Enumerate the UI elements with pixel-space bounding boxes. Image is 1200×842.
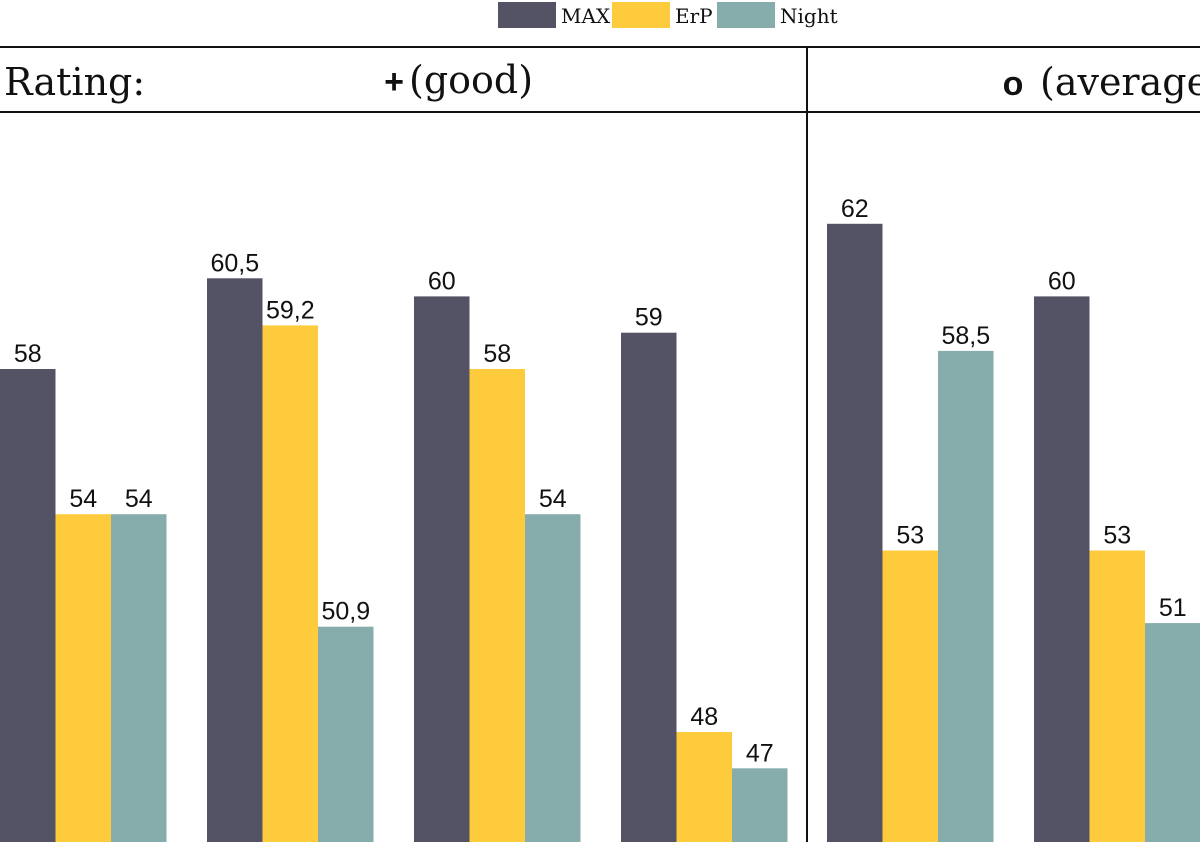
legend-label-erp: ErP (675, 4, 713, 28)
bar-group1-max (0, 369, 56, 842)
legend-swatch-night (717, 2, 775, 28)
bar-group3-night (525, 514, 581, 842)
rating-average-symbol: o (1003, 65, 1024, 103)
bar-group4-erp (676, 732, 732, 842)
value-label-group3-max: 60 (428, 267, 456, 295)
value-label-group5-max: 62 (841, 195, 869, 223)
legend-label-max: MAX (561, 4, 611, 28)
rating-header: Rating: + (good) o (average) (0, 46, 1200, 113)
rating-good-symbol: + (384, 63, 404, 101)
value-label-group6-max: 60 (1048, 267, 1076, 295)
rating-average-text: (average) (1040, 60, 1200, 104)
bar-group5-max (827, 223, 883, 842)
legend-label-night: Night (780, 4, 838, 28)
value-label-group2-erp: 59,2 (266, 296, 315, 324)
bar-group2-max (207, 278, 263, 842)
bar-group2-erp (262, 325, 318, 842)
rating-good-text: (good) (409, 58, 533, 102)
bar-group1-erp (55, 514, 111, 842)
value-label-group4-night: 47 (746, 739, 774, 767)
bar-group4-max (621, 332, 677, 842)
value-label-group5-night: 58,5 (941, 322, 990, 350)
value-label-group5-erp: 53 (896, 522, 924, 550)
value-label-group2-max: 60,5 (210, 249, 259, 277)
value-label-group3-erp: 58 (483, 340, 511, 368)
bar-group5-night (938, 350, 994, 842)
value-label-group6-night: 51 (1159, 594, 1187, 622)
bar-group4-night (732, 768, 788, 842)
bars-layer (0, 223, 1200, 842)
value-label-group1-night: 54 (125, 485, 153, 513)
value-labels-layer: 58 54 54 60,559,2 50,9 60 58 54 59 48 47 62 53 58,5 60… (14, 195, 1187, 767)
bar-group5-erp (882, 550, 938, 842)
rating-label: Rating: (4, 60, 145, 104)
bar-group2-night (318, 626, 374, 842)
value-label-group2-night: 50,9 (321, 598, 370, 626)
value-label-group1-max: 58 (14, 340, 42, 368)
value-label-group6-erp: 53 (1103, 522, 1131, 550)
value-label-group4-erp: 48 (690, 703, 718, 731)
value-label-group3-night: 54 (539, 485, 567, 513)
legend: MAX ErP Night (498, 2, 838, 28)
bar-group3-max (414, 296, 470, 842)
value-label-group4-max: 59 (635, 304, 663, 332)
bar-group1-night (111, 514, 167, 842)
legend-swatch-max (498, 2, 556, 28)
value-label-group1-erp: 54 (69, 485, 97, 513)
bar-group3-erp (469, 369, 525, 842)
bar-group6-night (1145, 623, 1200, 842)
bar-group6-max (1034, 296, 1090, 842)
legend-swatch-erp (612, 2, 670, 28)
bar-group6-erp (1089, 550, 1145, 842)
